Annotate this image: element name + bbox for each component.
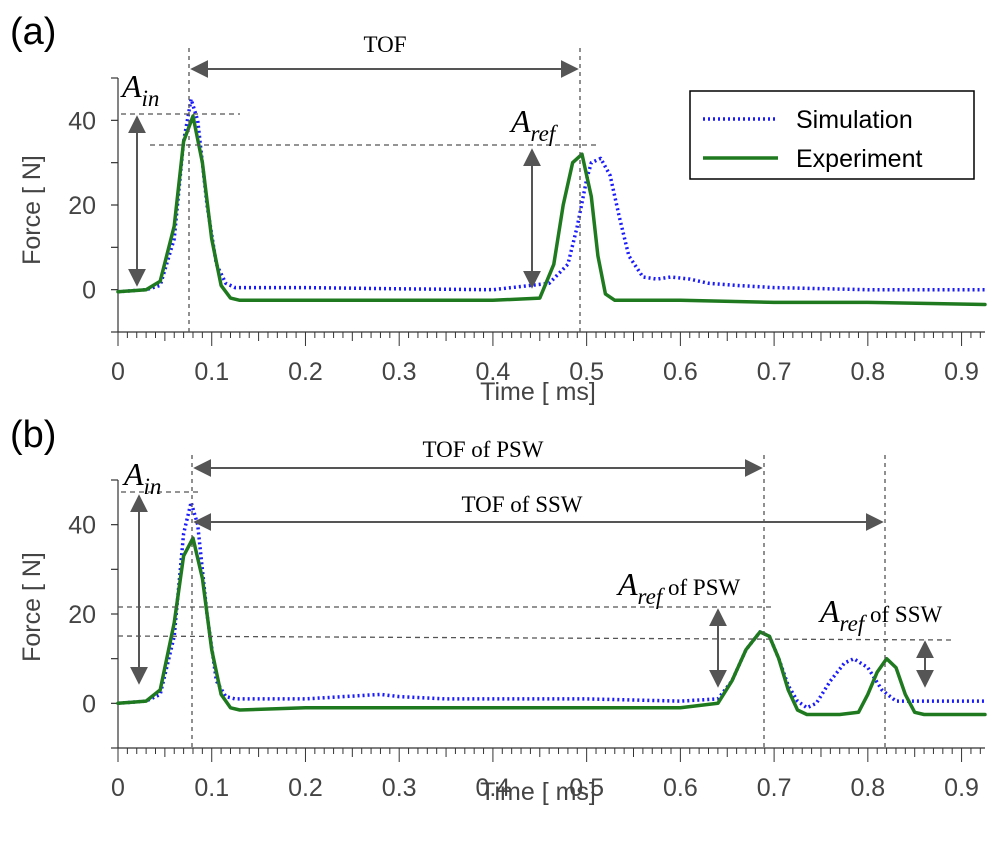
b-x-tick-label: 0 [111, 774, 125, 802]
b-y-tick-label: 40 [68, 512, 96, 540]
panel-a-series [116, 97, 987, 307]
b-y-tick-label: 20 [68, 601, 96, 629]
panel-b-x-axis-label: Time [ ms] [480, 778, 596, 806]
b-x-tick-label: 0.7 [757, 774, 792, 802]
panel-b-label: (b) [10, 414, 56, 456]
panel-b-axes: 0 20 40 0 0.1 0.2 0.3 0.4 0.5 0.6 0.7 0.8 0.9 [68, 479, 985, 802]
panel-a-annotations: TOF Ain Aref [120, 32, 600, 332]
b-x-tick-label: 0.2 [288, 774, 323, 802]
a-amplitude-in-label: Ain [120, 68, 159, 111]
b-peak-guide-ssw [117, 635, 953, 641]
a-x-tick-label: 0.1 [194, 358, 229, 386]
panel-a-x-axis-label: Time [ ms] [480, 378, 596, 406]
panel-a-axes: 0 20 40 0 0.1 0.2 0.3 0.4 0.5 0.6 0.7 0.8 0.9 [68, 77, 985, 386]
b-x-tick-label: 0.9 [944, 774, 979, 802]
a-y-tick-label: 0 [82, 277, 96, 305]
a-y-tick-label: 20 [68, 192, 96, 220]
a-y-tick-label: 40 [68, 107, 96, 135]
legend: Simulation Experiment [689, 90, 975, 180]
panel-a-y-axis-label: Force [ N] [18, 155, 46, 265]
a-x-tick-label: 0 [111, 358, 125, 386]
a-amplitude-ref-label: Aref [509, 103, 559, 146]
legend-box [689, 90, 975, 180]
a-series-experiment-line [116, 114, 987, 307]
b-amplitude-psw-label: Aref of PSW [616, 566, 740, 609]
a-x-tick-label: 0.3 [382, 358, 417, 386]
b-tof-psw-label: TOF of PSW [423, 437, 544, 462]
panel-a: (a) Force [ N] Time [ ms] 0 20 40 0 0.1 0.2 0.… [10, 11, 987, 406]
b-x-tick-label: 0.8 [850, 774, 885, 802]
b-x-tick-label: 0.3 [382, 774, 417, 802]
panel-b-annotations: TOF of PSW TOF of SSW Ain Aref of PSW Ar… [117, 437, 953, 748]
b-y-tick-label: 0 [82, 690, 96, 718]
legend-experiment-label: Experiment [796, 145, 922, 173]
a-x-tick-label: 0.7 [757, 358, 792, 386]
b-amplitude-in-label: Ain [122, 456, 161, 499]
b-amplitude-ssw-label: Aref of SSW [818, 593, 942, 636]
b-x-tick-label: 0.6 [663, 774, 698, 802]
panel-b-y-axis-label: Force [ N] [18, 552, 46, 662]
a-tof-label: TOF [363, 32, 406, 57]
a-x-tick-label: 0.8 [850, 358, 885, 386]
b-series-experiment-line [116, 536, 987, 717]
a-x-tick-label: 0.2 [288, 358, 323, 386]
legend-simulation-label: Simulation [796, 106, 913, 134]
a-x-tick-label: 0.9 [944, 358, 979, 386]
panel-b: (b) Force [ N] Time [ ms] 0 20 40 0 0.1 0.2 0.… [10, 414, 987, 806]
b-x-tick-label: 0.4 [476, 774, 511, 802]
a-x-tick-label: 0.5 [569, 358, 604, 386]
a-x-tick-label: 0.6 [663, 358, 698, 386]
b-x-tick-label: 0.5 [569, 774, 604, 802]
a-series-simulation-line [117, 97, 985, 294]
a-x-tick-label: 0.4 [476, 358, 511, 386]
panel-b-series [116, 500, 987, 717]
panel-a-label: (a) [10, 11, 56, 53]
b-x-tick-label: 0.1 [194, 774, 229, 802]
b-series-simulation-line [117, 500, 985, 710]
b-tof-ssw-label: TOF of SSW [462, 492, 583, 517]
